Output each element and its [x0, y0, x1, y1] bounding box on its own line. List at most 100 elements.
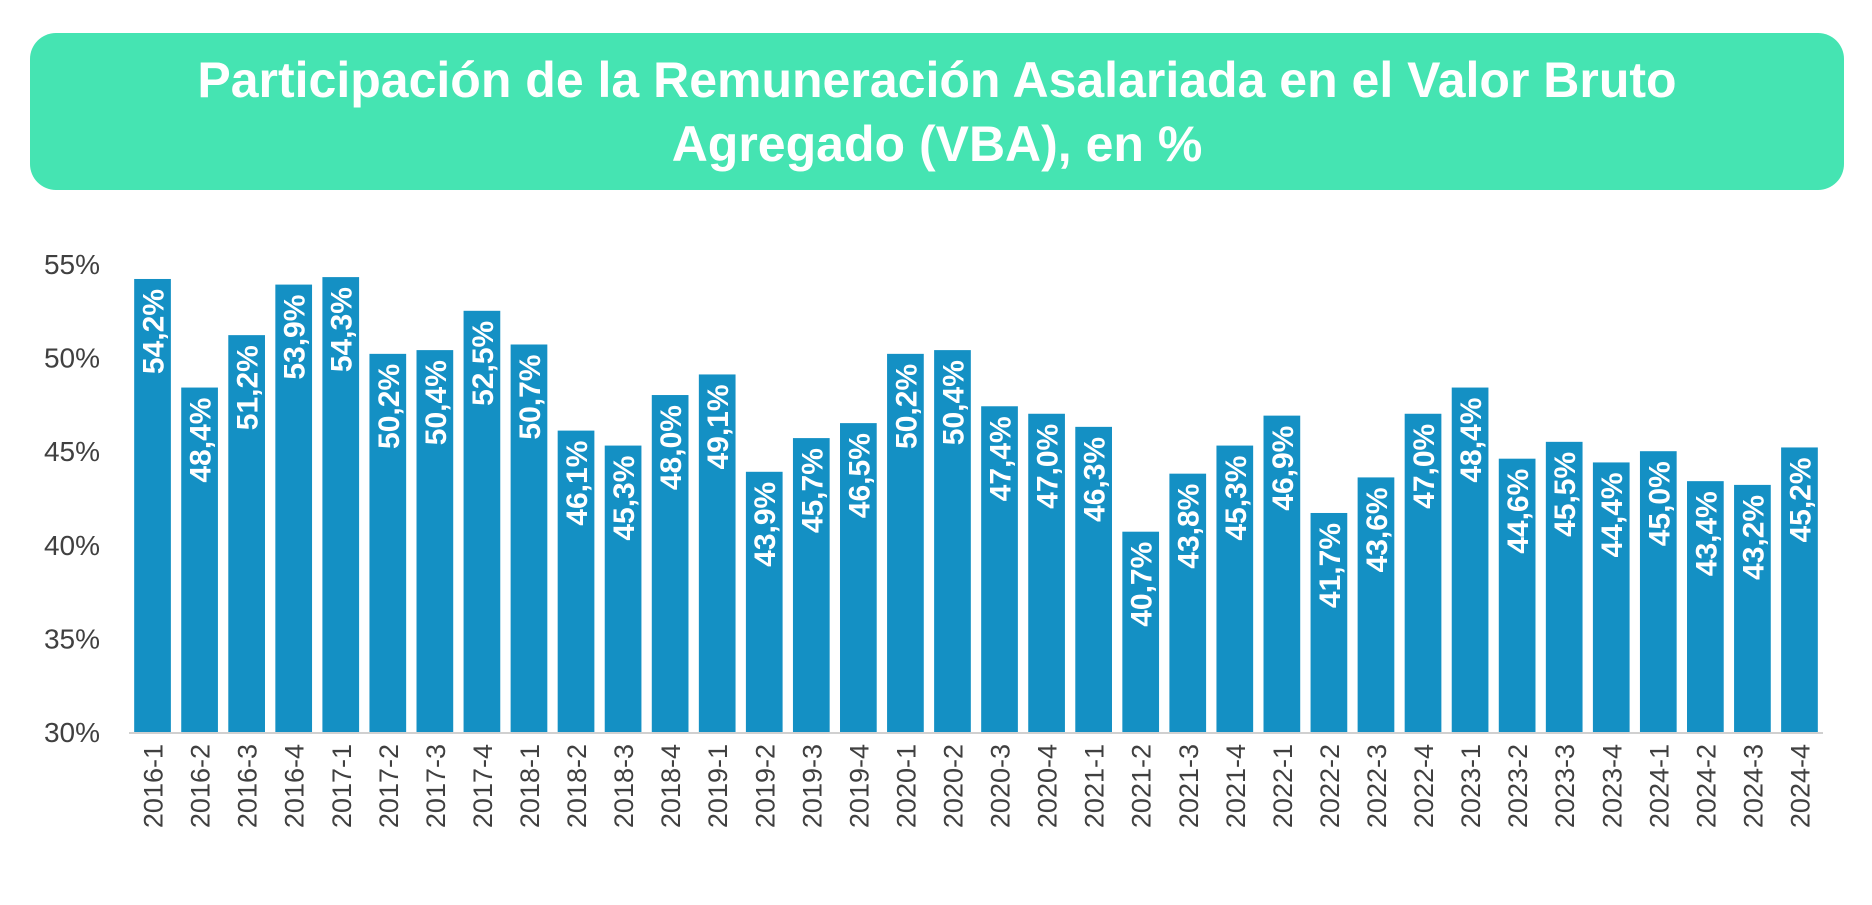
- bar: [1781, 447, 1818, 732]
- bar: [1451, 387, 1489, 732]
- data-label: 44,4%: [1596, 472, 1629, 557]
- y-tick-label: 55%: [44, 249, 100, 280]
- data-label: 46,1%: [561, 441, 594, 526]
- bar: [369, 353, 407, 732]
- x-tick-label: 2023-4: [1597, 744, 1627, 828]
- bar: [322, 277, 360, 732]
- bar: [228, 335, 265, 732]
- x-tick-label: 2023-3: [1550, 744, 1580, 828]
- x-tick-label: 2018-4: [656, 744, 686, 828]
- bar: [1687, 481, 1724, 732]
- y-tick-label: 45%: [44, 436, 100, 467]
- y-axis: 30% 35% 40% 45% 50% 55%: [44, 249, 100, 748]
- bar: [1310, 512, 1348, 732]
- data-label: 50,4%: [937, 360, 970, 445]
- data-label: 43,8%: [1173, 484, 1206, 569]
- bar: [1028, 413, 1065, 732]
- data-label: 49,1%: [702, 384, 735, 469]
- x-tick-label: 2016-2: [186, 744, 216, 828]
- data-label: 50,7%: [514, 354, 547, 439]
- x-tick-label: 2019-1: [703, 744, 733, 828]
- bar: [981, 406, 1018, 732]
- data-label: 50,2%: [373, 364, 406, 449]
- x-axis: 2016-1 2016-2 2016-3 2016-4 2017-1 2017-2 2017…: [129, 732, 1823, 828]
- x-tick-label: 2017-3: [421, 744, 451, 828]
- x-tick-label: 2017-1: [327, 744, 357, 828]
- x-tick-label: 2020-3: [986, 744, 1016, 828]
- bar: [275, 284, 313, 732]
- x-tick-label: 2020-4: [1033, 744, 1063, 828]
- bar: [887, 353, 924, 732]
- data-label: 46,5%: [843, 433, 876, 518]
- data-label: 54,3%: [326, 287, 359, 372]
- x-tick-label: 2020-1: [891, 744, 921, 828]
- data-label: 48,4%: [1455, 398, 1488, 483]
- x-tick-label: 2022-2: [1315, 744, 1345, 828]
- data-label: 45,3%: [608, 456, 641, 541]
- data-label: 41,7%: [1314, 523, 1347, 608]
- x-tick-label: 2018-2: [562, 744, 592, 828]
- x-tick-label: 2021-3: [1174, 744, 1204, 828]
- bar: [934, 350, 971, 732]
- data-label: 47,4%: [985, 416, 1018, 501]
- data-label: 46,3%: [1079, 437, 1112, 522]
- bars: 54,2% 48,4% 51,2% 53,9% 54,3% 50,2% 50,4% 52,5%…: [134, 277, 1818, 732]
- x-tick-label: 2021-2: [1127, 744, 1157, 828]
- data-label: 50,2%: [890, 364, 923, 449]
- data-label: 45,7%: [796, 448, 829, 533]
- data-label: 45,3%: [1220, 456, 1253, 541]
- x-tick-label: 2024-3: [1738, 744, 1768, 828]
- data-label: 43,9%: [749, 482, 782, 567]
- data-label: 45,0%: [1643, 461, 1676, 546]
- data-label: 43,2%: [1737, 495, 1770, 580]
- data-label: 45,5%: [1549, 452, 1582, 537]
- x-tick-label: 2017-4: [468, 744, 498, 828]
- data-label: 45,2%: [1784, 457, 1817, 542]
- x-tick-label: 2023-2: [1503, 744, 1533, 828]
- bar: [1122, 531, 1160, 732]
- data-label: 47,0%: [1408, 424, 1441, 509]
- data-label: 44,6%: [1502, 469, 1535, 554]
- bar: [134, 278, 171, 732]
- bar: [1639, 451, 1677, 732]
- chart-title-line-1: Participación de la Remuneración Asalari…: [197, 51, 1677, 108]
- bar: [1169, 473, 1207, 732]
- data-label: 47,0%: [1032, 424, 1065, 509]
- bar: [1216, 445, 1254, 732]
- data-label: 43,4%: [1690, 491, 1723, 576]
- x-tick-label: 2024-2: [1691, 744, 1721, 828]
- x-tick-label: 2022-4: [1409, 744, 1439, 828]
- bar: [1592, 462, 1630, 732]
- x-tick-label: 2016-4: [280, 744, 310, 828]
- x-tick-label: 2018-3: [609, 744, 639, 828]
- x-tick-label: 2022-3: [1362, 744, 1392, 828]
- x-tick-label: 2016-3: [233, 744, 263, 828]
- x-tick-label: 2024-1: [1644, 744, 1674, 828]
- x-tick-label: 2021-1: [1080, 744, 1110, 828]
- data-label: 40,7%: [1126, 542, 1159, 627]
- bar: [557, 430, 595, 732]
- chart-title-line-2: Agregado (VBA), en %: [671, 115, 1203, 172]
- x-tick-label: 2019-3: [797, 744, 827, 828]
- data-label: 50,4%: [420, 360, 453, 445]
- data-label: 48,4%: [185, 398, 218, 483]
- bar: [416, 350, 454, 732]
- bar: [181, 387, 218, 732]
- y-tick-label: 40%: [44, 530, 100, 561]
- data-label: 46,9%: [1267, 426, 1300, 511]
- x-tick-label: 2019-2: [750, 744, 780, 828]
- y-tick-label: 50%: [44, 343, 100, 374]
- x-tick-label: 2017-2: [374, 744, 404, 828]
- x-tick-label: 2023-1: [1456, 744, 1486, 828]
- data-label: 48,0%: [655, 405, 688, 490]
- bar: [510, 344, 548, 732]
- data-label: 53,9%: [279, 295, 312, 380]
- data-label: 43,6%: [1361, 487, 1394, 572]
- x-tick-label: 2019-4: [844, 744, 874, 828]
- bar: [1498, 458, 1536, 732]
- bar: [1734, 484, 1771, 732]
- bar: [463, 310, 501, 732]
- chart-title-banner: Participación de la Remuneración Asalari…: [30, 33, 1844, 190]
- data-label: 54,2%: [138, 289, 171, 374]
